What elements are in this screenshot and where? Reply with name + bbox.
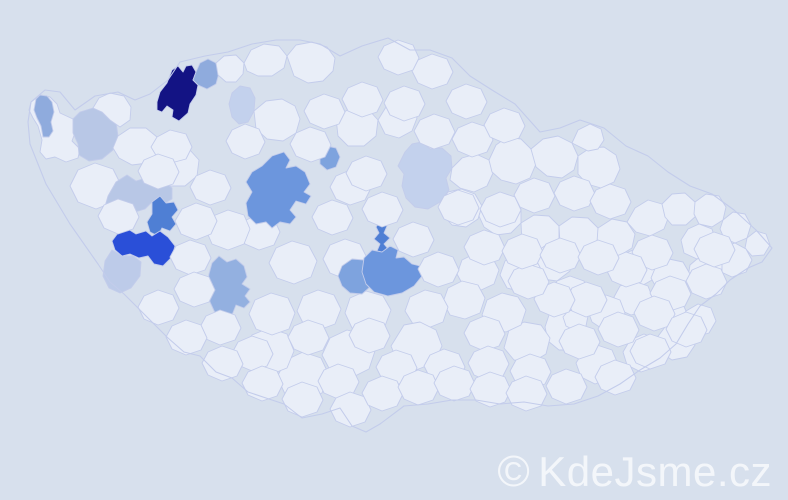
district-filler-66[interactable] [433,365,476,402]
district-filler-36[interactable] [577,239,620,276]
district-filler-35[interactable] [539,237,582,274]
district-filler-18[interactable] [463,315,506,352]
district-filler-9[interactable] [417,251,460,288]
district-filler-41[interactable] [597,311,640,348]
district-filler-43[interactable] [665,311,708,348]
district-filler-42[interactable] [558,323,601,360]
district-filler-44[interactable] [629,333,672,370]
district-filler-64[interactable] [361,375,404,412]
district-broumov[interactable] [571,123,605,152]
country-outline [27,37,773,433]
district-filler-53[interactable] [445,83,488,120]
district-decin[interactable] [243,43,288,77]
district-teplice[interactable] [192,58,220,90]
district-filler-27[interactable] [589,183,632,220]
district-filler-4[interactable] [289,126,332,163]
district-filler-46[interactable] [303,93,346,130]
district-filler-34[interactable] [501,233,544,270]
district-filler-25[interactable] [513,177,556,214]
district-klatovy[interactable] [206,255,251,322]
district-ostrov[interactable] [92,92,132,128]
district-filler-47[interactable] [341,81,384,118]
district-plzen-mesto[interactable] [146,195,179,237]
district-filler-67[interactable] [469,371,512,408]
district-filler-6[interactable] [311,199,354,236]
district-filler-54[interactable] [483,107,526,144]
district-znojmo[interactable] [503,321,551,364]
district-sokolov[interactable] [33,94,55,138]
district-filler-48[interactable] [383,85,426,122]
district-filler-39[interactable] [693,231,736,268]
district-filler-56[interactable] [97,198,140,235]
district-ceska-lipa[interactable] [286,41,336,84]
district-filler-14[interactable] [287,319,330,356]
district-liberec[interactable] [397,141,453,210]
district-filler-11[interactable] [173,271,216,308]
district-filler-26[interactable] [553,175,596,212]
district-filler-58[interactable] [165,319,208,356]
district-filler-55[interactable] [137,153,180,190]
district-domazlice[interactable] [102,249,142,294]
district-nachod[interactable] [530,135,579,179]
district-filler-10[interactable] [169,239,212,276]
district-filler-8[interactable] [392,221,435,258]
district-filler-21[interactable] [545,368,588,405]
district-filler-51[interactable] [411,53,454,90]
district-filler-15[interactable] [348,317,391,354]
district-filler-3[interactable] [225,123,266,160]
district-filler-57[interactable] [137,289,180,326]
district-filler-59[interactable] [201,345,244,382]
district-chomutov[interactable] [228,85,256,125]
district-filler-22[interactable] [594,359,637,396]
district-usti[interactable] [215,54,245,83]
district-pelhrimov[interactable] [404,289,449,329]
district-filler-50[interactable] [451,121,494,158]
district-filler-61[interactable] [281,381,324,418]
district-filler-60[interactable] [241,365,284,402]
district-filler-65[interactable] [397,369,440,406]
district-filler-45[interactable] [345,155,388,192]
district-pribram[interactable] [268,240,318,285]
district-filler-33[interactable] [463,229,506,266]
district-layer [27,37,773,433]
district-filler-7[interactable] [361,191,404,228]
district-strakonice[interactable] [248,292,296,336]
district-filler-63[interactable] [329,391,372,428]
district-filler-49[interactable] [413,113,456,150]
district-filler-2[interactable] [189,169,232,206]
district-rokycany[interactable] [174,202,218,241]
district-filler-24[interactable] [479,191,522,228]
district-filler-23[interactable] [437,189,480,226]
district-praha[interactable] [245,151,312,229]
